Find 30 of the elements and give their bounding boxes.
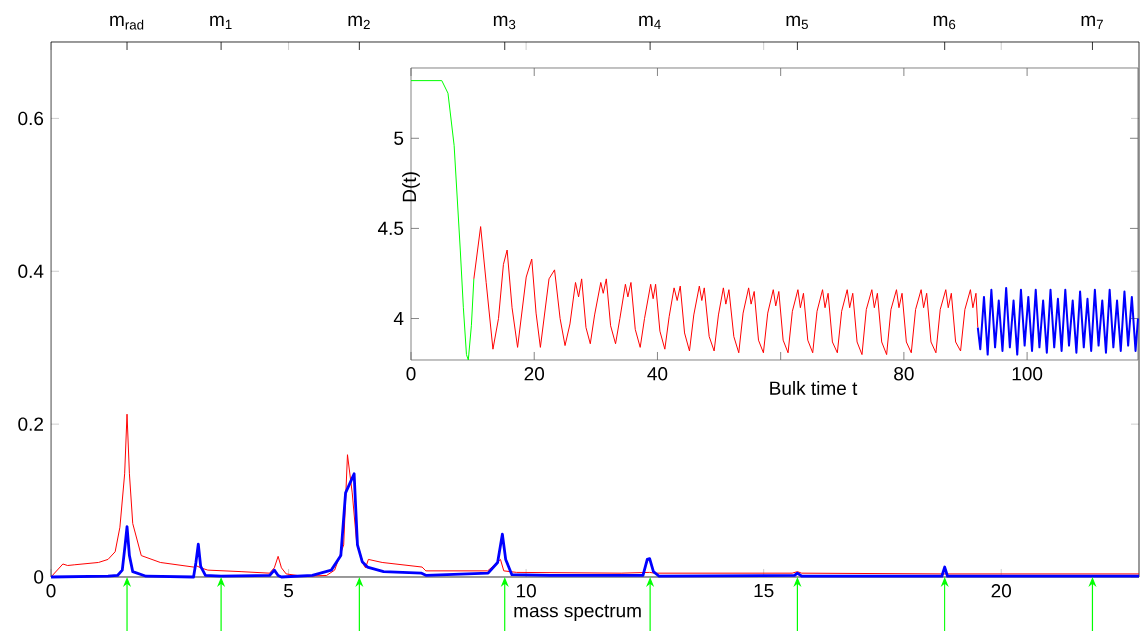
x-tick-label: 100 — [1012, 367, 1043, 381]
x-tick-label: 0 — [406, 367, 416, 381]
y-tick-label: 0.2 — [18, 417, 44, 431]
annotation: m$_{5}$ — [786, 15, 808, 30]
x-tick-label: 80 — [894, 367, 914, 381]
x-tick-label: 0 — [46, 584, 56, 598]
annotation: m$_{7}$ — [1081, 15, 1103, 29]
x-tick-label: 40 — [647, 367, 668, 381]
y-tick-label: 5 — [394, 131, 404, 145]
y-axis-title: D(t) — [402, 172, 420, 202]
line-series — [976, 286, 1139, 356]
y-tick-label: 0 — [34, 570, 44, 584]
annotation: m$_{rad}$ — [110, 15, 144, 30]
y-tick-label: 0.4 — [18, 264, 44, 278]
annotation: m$_{4}$ — [639, 15, 661, 29]
annotation: m$_{3}$ — [493, 15, 516, 30]
line-series — [473, 226, 979, 356]
x-tick-label: 20 — [524, 367, 545, 381]
x-tick-label: 10 — [516, 584, 536, 598]
y-tick-label: 4 — [393, 311, 404, 326]
y-tick-label: 4.5 — [377, 221, 404, 236]
annotation: m$_{2}$ — [348, 15, 370, 30]
x-tick-label: 20 — [991, 584, 1012, 598]
annotation: m$_{1}$ — [210, 15, 232, 29]
x-axis-title: Bulk time t — [770, 381, 858, 395]
x-tick-label: 5 — [284, 584, 294, 598]
x-tick-label: 15 — [754, 584, 774, 598]
y-tick-label: 0.6 — [18, 111, 44, 126]
annotation: m$_{6}$ — [933, 15, 956, 30]
x-axis-title: mass spectrum — [514, 604, 641, 622]
